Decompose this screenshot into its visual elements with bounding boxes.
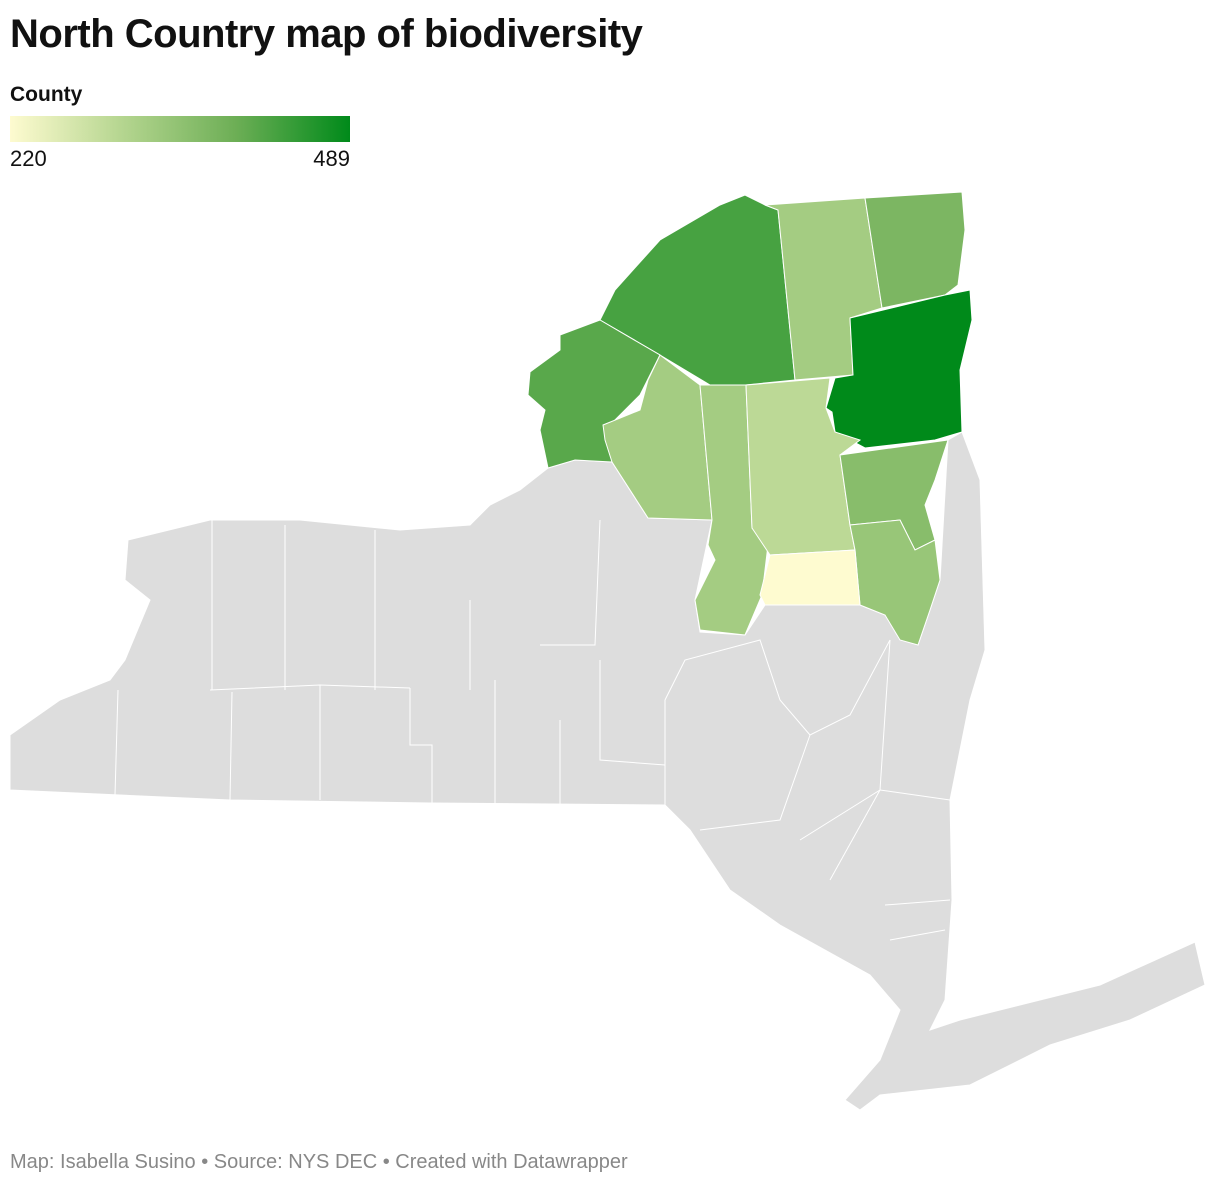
county-border [664,639,891,736]
county [825,289,973,449]
county [527,319,661,469]
title: North Country map of biodiversity [10,12,643,56]
county-border [599,660,666,766]
state-outline [9,431,1206,1111]
county-border [540,519,601,646]
counties [527,191,973,646]
legend-max: 489 [313,146,350,171]
county-border [699,734,811,831]
county-border [889,929,946,941]
legend-gradient [10,116,350,142]
county-border [114,689,119,796]
county-border [229,691,233,801]
legend-title: County [10,83,83,106]
county [864,191,966,309]
legend-min: 220 [10,146,47,171]
county-border [884,899,951,906]
state-base [9,431,1206,1111]
county-border [409,688,433,803]
county-border [879,789,951,801]
county-border [829,789,881,881]
county-border [209,684,411,691]
county [759,549,861,606]
footer: Map: Isabella Susino • Source: NYS DEC •… [10,1151,628,1173]
